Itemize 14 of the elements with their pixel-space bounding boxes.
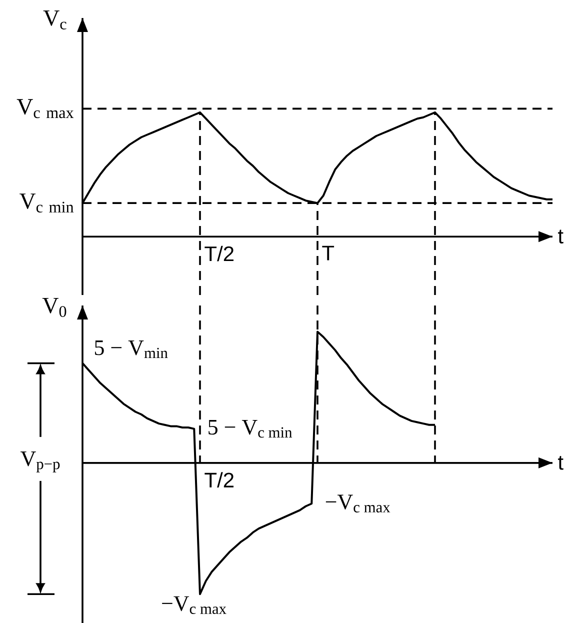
text: T <box>322 246 334 260</box>
text: T/2 <box>204 246 234 262</box>
y-axis-title: V$_{0}$ <box>42 298 66 317</box>
annotation: T/2 <box>204 472 234 488</box>
ref-line-label: $\mathrm{V}_{\mathrm{c\ min}}$ <box>20 194 74 213</box>
y-axis-title: V$_{c}$ <box>44 10 67 30</box>
text: $\text{−V}_{\text{c max}}$ <box>162 596 227 614</box>
text: V$_{p−p}$ <box>20 452 60 472</box>
x-axis-title: t <box>558 230 564 244</box>
x-axis-title: t <box>558 456 564 470</box>
annotation: $\text{5 − V}_{\text{c min}}$ <box>208 420 292 438</box>
annotation: $\text{−V}_{\text{c max}}$ <box>326 494 390 512</box>
ref-line-label: $\mathrm{V}_{\mathrm{c\ max}}$ <box>17 99 74 118</box>
annotation: $\text{5 − V}_{\text{min}}$ <box>95 340 168 358</box>
